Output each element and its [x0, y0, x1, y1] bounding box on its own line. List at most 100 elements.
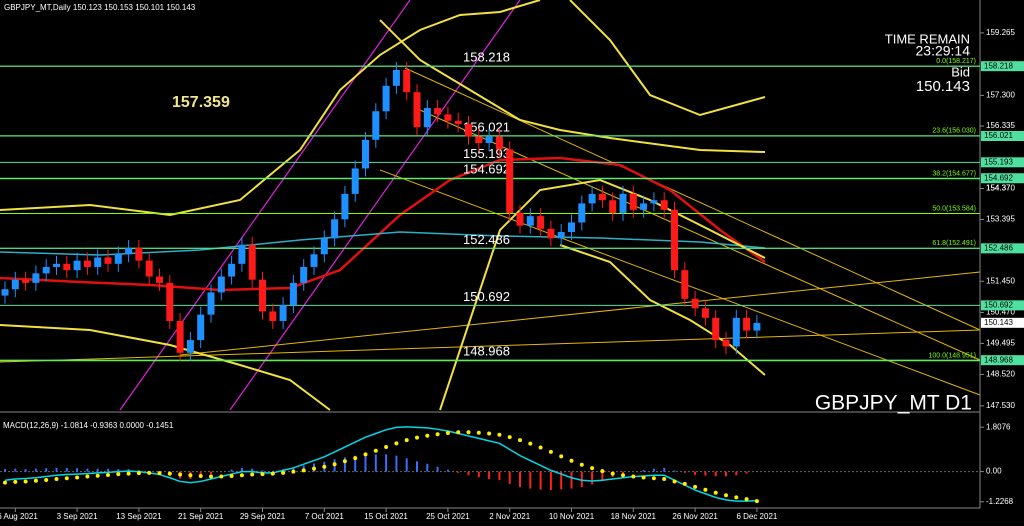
level-box: [981, 243, 1024, 254]
x-tick-label: 21 Sep 2021: [178, 512, 224, 521]
level-box: [981, 300, 1024, 311]
y-tick-label: 157.300: [986, 90, 1015, 99]
annotation: 157.359: [172, 94, 230, 111]
level-box-label: 156.021: [984, 131, 1013, 140]
macd-signal-dot: [703, 487, 708, 492]
candle-body: [495, 136, 503, 150]
candle-body: [537, 216, 545, 229]
macd-signal-dot: [672, 479, 677, 484]
macd-signal-dot: [600, 469, 605, 474]
candle-body: [403, 69, 411, 93]
y-tick-label: 150.470: [986, 308, 1015, 317]
macd-signal-dot: [435, 432, 440, 437]
x-tick-label: 26 Nov 2021: [672, 512, 718, 521]
macd-signal-dot: [281, 470, 286, 475]
candle-body: [341, 193, 349, 220]
candle-body: [104, 257, 112, 264]
macd-signal-dot: [198, 474, 203, 479]
level-label: 158.218: [463, 50, 510, 65]
macd-signal-dot: [126, 471, 131, 476]
macd-signal-dot: [497, 432, 502, 437]
macd-signal-dot: [734, 495, 739, 500]
candle-body: [217, 276, 225, 293]
level-box-label: 154.692: [984, 173, 1013, 182]
candle-body: [83, 260, 91, 267]
moving-average: [0, 156, 766, 292]
y-tick-label: 159.265: [986, 28, 1015, 37]
macd-signal-dot: [75, 475, 80, 480]
candle-body: [248, 244, 256, 280]
candle-body: [619, 193, 627, 213]
macd-signal-dot: [507, 435, 512, 440]
bid-value: 150.143: [916, 78, 970, 95]
macd-signal-dot: [651, 476, 656, 481]
macd-signal-dot: [693, 484, 698, 489]
macd-signal-dot: [631, 474, 636, 479]
candle-body: [228, 263, 236, 277]
candle-body: [732, 317, 740, 347]
x-tick-label: 10 Nov 2021: [549, 512, 595, 521]
macd-signal-dot: [332, 462, 337, 467]
candle-body: [701, 308, 709, 318]
level-box-label: 155.193: [984, 157, 1013, 166]
candle-body: [629, 193, 637, 210]
y-tick-label: 153.395: [986, 215, 1015, 224]
macd-signal-dot: [528, 441, 533, 446]
macd-signal-dot: [219, 474, 224, 479]
level-box: [981, 173, 1024, 184]
candle-body: [588, 193, 596, 204]
candle-body: [166, 282, 174, 322]
level-box: [981, 130, 1024, 141]
level-label: 155.193: [463, 146, 510, 161]
candle-body: [331, 219, 339, 239]
candle-body: [671, 209, 678, 271]
macd-signal-dot: [85, 474, 90, 479]
macd-signal-dot: [291, 469, 296, 474]
macd-signal-dot: [312, 466, 316, 471]
macd-signal-dot: [425, 433, 430, 438]
candle-body: [423, 108, 431, 128]
macd-tick-label: -1.2268: [986, 497, 1014, 506]
macd-signal-dot: [229, 474, 234, 479]
level-box-label: 150.692: [984, 300, 1013, 309]
macd-signal-dot: [621, 473, 625, 478]
macd-signal-dot: [322, 464, 327, 469]
fib-label: 0.0(158.217): [936, 58, 976, 65]
level-label: 154.692: [463, 162, 510, 177]
channel-line: [404, 67, 981, 331]
macd-signal-dot: [538, 445, 543, 450]
channel-line: [379, 169, 981, 396]
macd-signal-dot: [250, 472, 255, 477]
candle-body: [197, 314, 205, 341]
macd-signal-dot: [713, 490, 718, 495]
candle-body: [485, 136, 493, 144]
macd-signal-dot: [548, 449, 553, 454]
channel-line: [0, 329, 981, 363]
candle-body: [310, 254, 318, 267]
macd-signal-dot: [754, 499, 759, 504]
candle-body: [516, 212, 524, 226]
candle-body: [176, 321, 184, 353]
y-tick-label: 156.335: [986, 121, 1015, 130]
candle-body: [753, 322, 761, 331]
candle-body: [186, 340, 194, 353]
chart-title: GBPJPY_MT,Daily 150.123 150.153 150.101 …: [4, 3, 196, 12]
candle-body: [11, 279, 19, 290]
macd-signal-dot: [641, 475, 646, 480]
macd-signal-dot: [239, 473, 244, 478]
macd-signal-dot: [157, 471, 162, 476]
macd-signal-dot: [23, 479, 28, 484]
macd-signal-dot: [33, 478, 38, 483]
candle-body: [94, 257, 102, 267]
candle-body: [351, 168, 359, 194]
macd-signal-dot: [147, 470, 152, 475]
macd-signal-dot: [744, 497, 749, 502]
macd-signal-dot: [518, 438, 522, 443]
macd-signal-dot: [64, 476, 69, 481]
candle-body: [135, 247, 143, 261]
candle-body: [506, 149, 514, 213]
candle-body: [320, 238, 328, 255]
candle-body: [434, 108, 442, 115]
